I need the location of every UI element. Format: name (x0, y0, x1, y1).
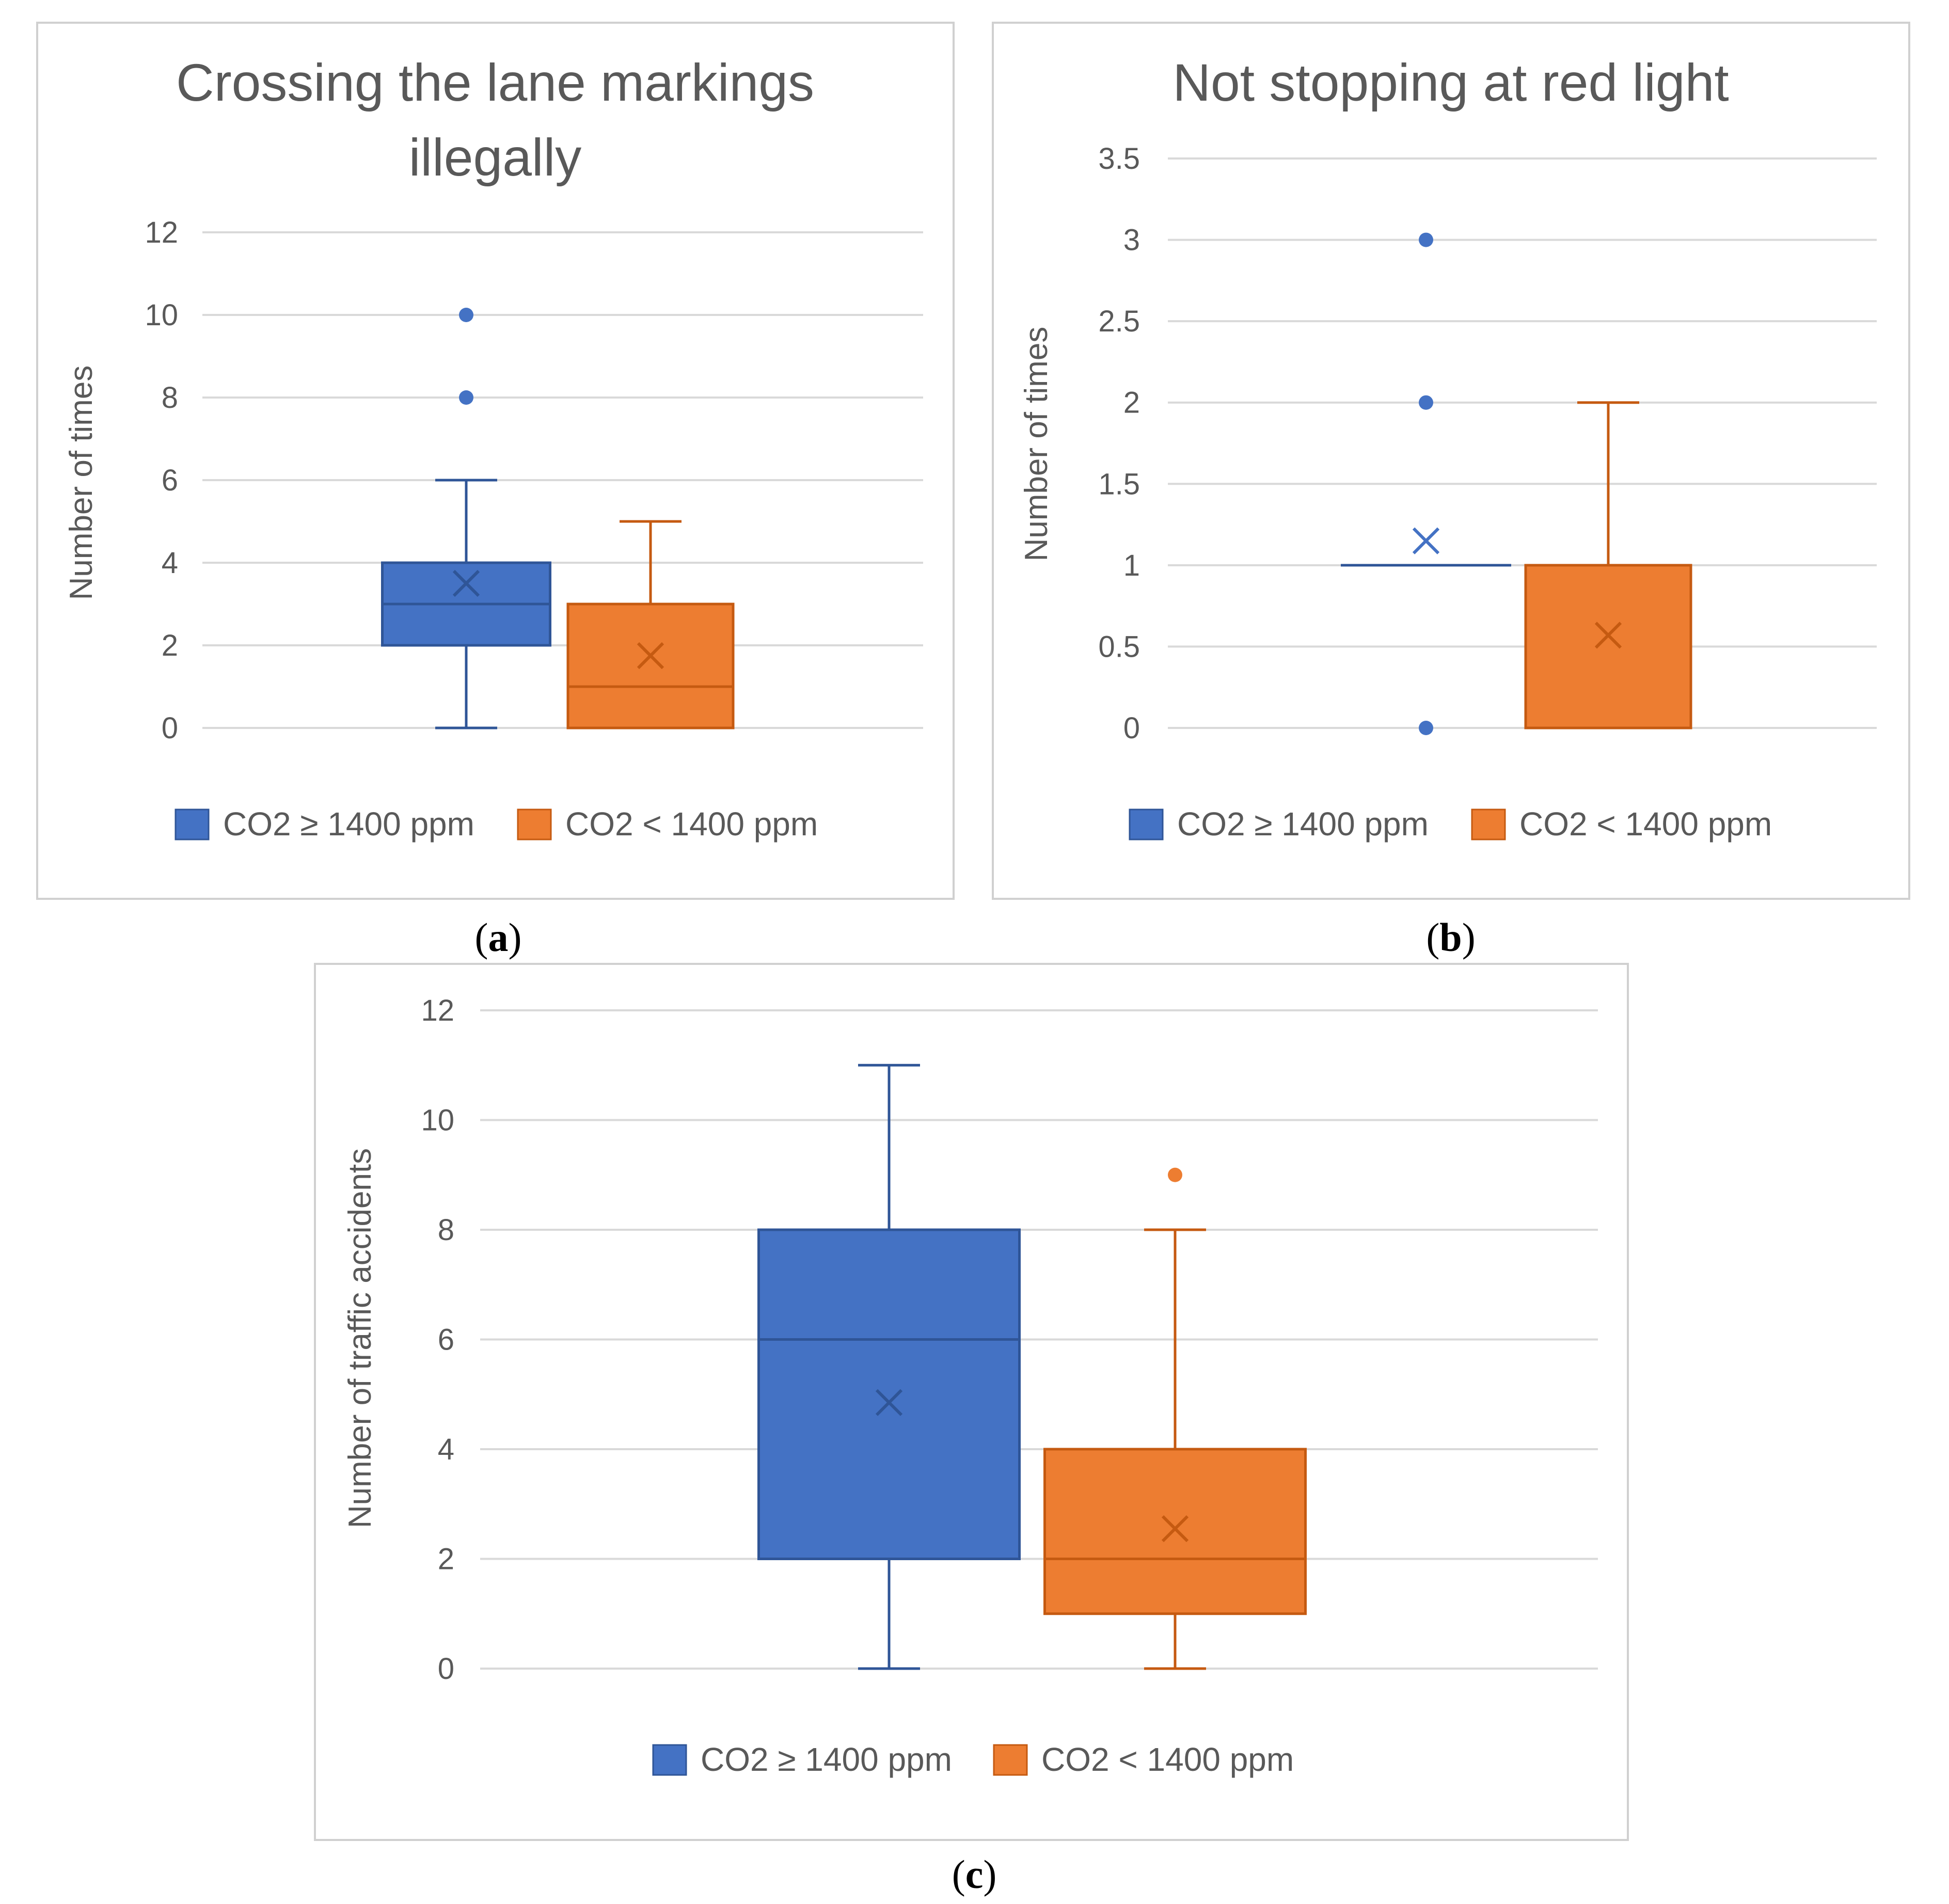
box-series-0 (757, 1064, 1021, 1670)
y-tick-label: 0 (438, 1652, 454, 1686)
legend-swatch-co2-low (1471, 808, 1506, 840)
box-series-0 (1341, 232, 1511, 735)
y-tick-label: 6 (162, 464, 178, 497)
y-tick-label: 1 (1123, 549, 1140, 582)
y-axis-title: Number of times (64, 366, 99, 600)
mean-marker (637, 642, 664, 670)
y-tick-label: 0 (1123, 711, 1140, 745)
chart-title-line-1: Not stopping at red light (1172, 53, 1729, 112)
y-tick-label: 2 (1123, 386, 1140, 420)
y-tick-label: 10 (421, 1104, 454, 1137)
legend-label-co2-high: CO2 ≥ 1400 ppm (701, 1741, 952, 1778)
legend-label-co2-high: CO2 ≥ 1400 ppm (1177, 805, 1429, 843)
y-tick-label: 6 (438, 1323, 454, 1357)
box-series-1 (566, 520, 735, 729)
y-tick-label: 8 (438, 1213, 454, 1247)
legend-label-co2-low: CO2 < 1400 ppm (1041, 1741, 1294, 1778)
y-axis-title: Number of traffic accidents (342, 1148, 378, 1528)
y-tick-label: 4 (162, 546, 178, 580)
legend-label-co2-low: CO2 < 1400 ppm (1519, 805, 1772, 843)
chart-title-line-2: illegally (409, 128, 582, 187)
legend: CO2 ≥ 1400 ppm CO2 < 1400 ppm (1129, 805, 1772, 843)
y-tick-label: 12 (421, 994, 454, 1027)
y-tick-label: 10 (145, 298, 178, 332)
legend-label-co2-high: CO2 ≥ 1400 ppm (223, 805, 474, 843)
mean-marker (875, 1389, 903, 1416)
y-tick-label: 0 (162, 711, 178, 745)
legend-swatch-co2-low (993, 1744, 1028, 1776)
y-tick-label: 4 (438, 1433, 454, 1466)
legend: CO2 ≥ 1400 ppm CO2 < 1400 ppm (175, 805, 818, 843)
outlier-point (1419, 395, 1433, 410)
outlier-point (1419, 232, 1433, 247)
panel-b: Not stopping at red light 0 0.5 1 1.5 2 2.5 3 3… (992, 22, 1910, 900)
y-tick-label: 8 (162, 381, 178, 415)
y-axis-title: Number of times (1019, 327, 1054, 562)
panel-a-caption: (a) (475, 915, 522, 960)
panel-c: 0 2 4 6 8 10 12 Number of traffic accidents CO… (314, 963, 1629, 1841)
box-series-1 (1043, 1167, 1307, 1670)
panel-c-caption: (c) (952, 1852, 997, 1897)
mean-marker (1412, 527, 1440, 554)
box-iqr (566, 602, 735, 729)
panel-b-frame (992, 22, 1910, 900)
legend: CO2 ≥ 1400 ppm CO2 < 1400 ppm (652, 1741, 1294, 1778)
y-tick-label: 3.5 (1098, 142, 1140, 176)
mean-marker (452, 569, 480, 597)
outlier-point (1168, 1167, 1182, 1182)
mean-marker (1161, 1515, 1189, 1543)
y-tick-label: 2 (162, 629, 178, 662)
outlier-point (1419, 721, 1433, 735)
box-series-0 (381, 308, 551, 729)
box-iqr (1043, 1448, 1307, 1615)
y-tick-label: 3 (1123, 224, 1140, 257)
y-tick-label: 2.5 (1098, 305, 1140, 338)
box-series-1 (1524, 401, 1692, 729)
legend-swatch-co2-high (652, 1744, 687, 1776)
box-iqr (757, 1228, 1021, 1560)
panel-a-frame (36, 22, 955, 900)
chart-title-line-1: Crossing the lane markings (176, 53, 814, 112)
y-tick-label: 12 (145, 216, 178, 249)
y-tick-label: 1.5 (1098, 467, 1140, 501)
panel-b-caption: (b) (1426, 915, 1475, 960)
outlier-point (459, 308, 473, 322)
panel-a: Crossing the lane markings illegally 0 2 4… (36, 22, 955, 900)
legend-swatch-co2-high (1129, 808, 1164, 840)
mean-marker (1594, 622, 1622, 649)
outlier-point (459, 390, 473, 405)
y-tick-label: 2 (438, 1543, 454, 1576)
y-tick-label: 0.5 (1098, 630, 1140, 663)
legend-swatch-co2-high (175, 808, 210, 840)
legend-label-co2-low: CO2 < 1400 ppm (565, 805, 818, 843)
legend-swatch-co2-low (517, 808, 552, 840)
box-iqr (1524, 564, 1692, 729)
